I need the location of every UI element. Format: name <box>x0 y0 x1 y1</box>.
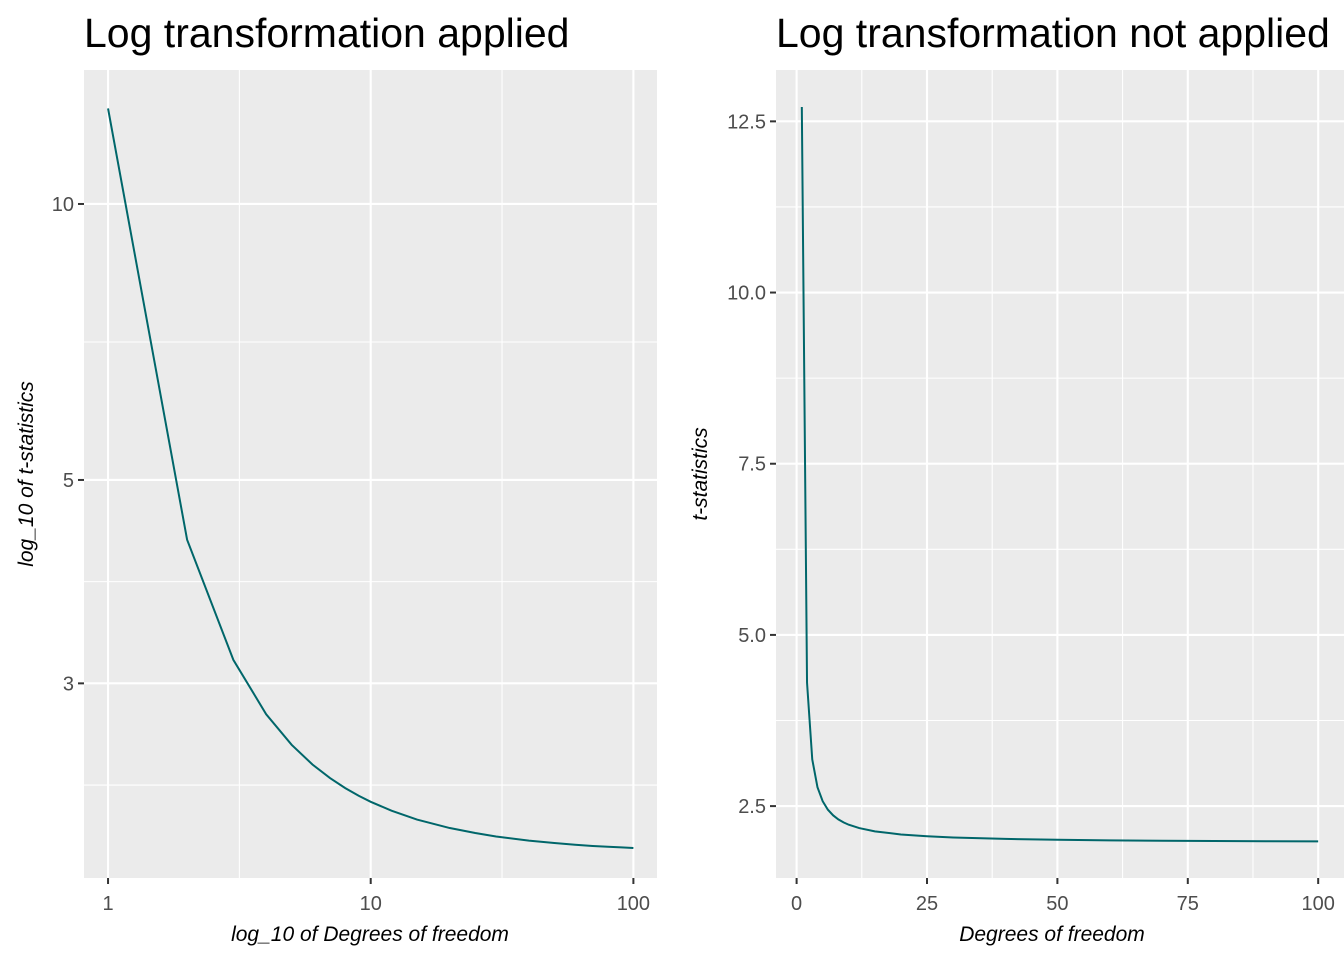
right-y-tick-label: 12.5 <box>727 111 766 133</box>
left-grid-major <box>84 70 657 878</box>
left-series-line <box>107 108 634 849</box>
left-y-tick-label: 10 <box>52 194 74 216</box>
right-series <box>800 106 1319 843</box>
right-grid-major <box>776 70 1344 878</box>
right-y-tick-label: 5.0 <box>738 625 766 647</box>
right-x-tick-label: 0 <box>791 893 802 915</box>
right-y-tick-label: 2.5 <box>738 796 766 818</box>
left-x-tick-label: 100 <box>617 893 650 915</box>
left-x-tick-label: 10 <box>360 893 382 915</box>
left-chart-title: Log transformation applied <box>84 10 569 56</box>
left-y-axis-label: log_10 of t-statistics <box>15 381 38 567</box>
right-plot-panel <box>776 70 1344 878</box>
left-x-axis-label: log_10 of Degrees of freedom <box>231 923 509 946</box>
right-x-axis-label: Degrees of freedom <box>959 923 1145 946</box>
right-chart: Log transformation not applied 0 25 50 75 10… <box>689 10 1344 946</box>
right-series-line <box>800 106 1319 843</box>
left-ticks: 1 10 100 3 5 10 <box>52 194 650 915</box>
right-grid-minor <box>776 70 1344 878</box>
left-series <box>107 108 634 849</box>
right-x-tick-label: 75 <box>1177 893 1199 915</box>
right-y-tick-label: 10.0 <box>727 283 766 305</box>
right-y-axis-label: t-statistics <box>689 427 712 521</box>
right-x-tick-label: 50 <box>1046 893 1068 915</box>
right-x-tick-label: 100 <box>1301 893 1334 915</box>
right-ticks: 0 25 50 75 100 2.5 5.0 7.5 10.0 12.5 <box>727 111 1335 915</box>
right-chart-title: Log transformation not applied <box>776 10 1330 56</box>
left-chart: Log transformation applied 1 10 100 3 5 10 lo… <box>15 10 657 946</box>
right-x-tick-label: 25 <box>916 893 938 915</box>
right-y-tick-label: 7.5 <box>738 454 766 476</box>
left-x-tick-label: 1 <box>102 893 113 915</box>
left-y-tick-label: 3 <box>63 673 74 695</box>
left-y-tick-label: 5 <box>63 470 74 492</box>
